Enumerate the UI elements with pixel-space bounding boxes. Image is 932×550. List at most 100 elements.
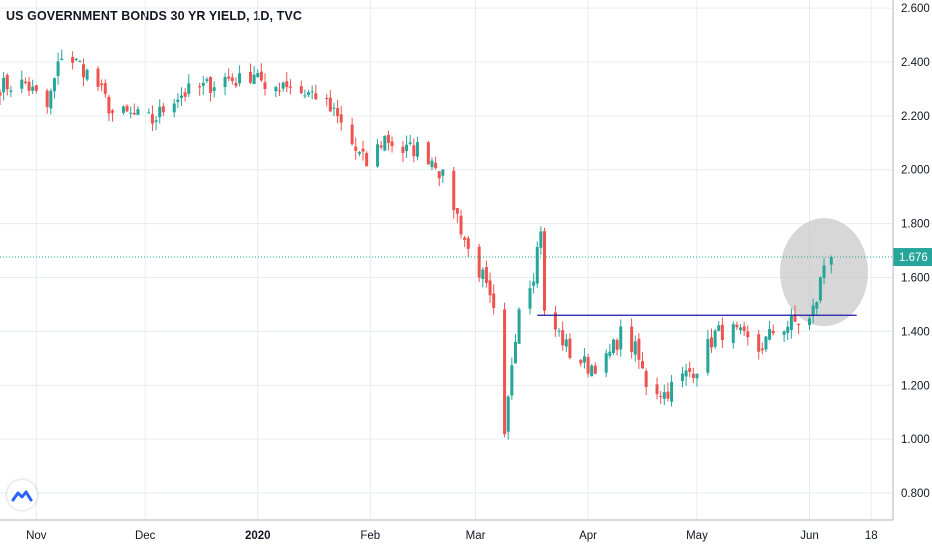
candle[interactable] (328, 90, 332, 113)
candle[interactable] (630, 318, 634, 359)
candle[interactable] (259, 63, 263, 83)
candle[interactable] (172, 98, 176, 118)
candle[interactable] (336, 99, 340, 124)
candle[interactable] (183, 88, 187, 102)
candle[interactable] (452, 166, 456, 219)
candle[interactable] (52, 77, 56, 99)
candle[interactable] (125, 104, 129, 113)
candle[interactable] (517, 307, 521, 345)
candle[interactable] (695, 373, 699, 387)
candle[interactable] (437, 171, 441, 187)
candle[interactable] (688, 361, 692, 378)
candle[interactable] (205, 77, 209, 84)
candle[interactable] (659, 391, 663, 405)
candle[interactable] (136, 106, 140, 116)
candle[interactable] (161, 103, 165, 117)
candle[interactable] (582, 348, 586, 369)
candle[interactable] (739, 324, 743, 335)
candle[interactable] (731, 321, 735, 349)
candle[interactable] (506, 394, 510, 440)
candle[interactable] (484, 260, 488, 288)
candle[interactable] (147, 108, 151, 114)
candle[interactable] (248, 63, 252, 84)
candle[interactable] (303, 89, 307, 99)
candle[interactable] (201, 76, 205, 95)
candle[interactable] (441, 169, 445, 183)
candle[interactable] (561, 321, 565, 351)
candle[interactable] (121, 105, 125, 115)
candle[interactable] (187, 74, 191, 98)
candle[interactable] (539, 226, 543, 255)
candle[interactable] (481, 267, 485, 288)
candle[interactable] (586, 353, 590, 378)
candle[interactable] (786, 320, 790, 340)
candle[interactable] (60, 49, 64, 61)
candle[interactable] (764, 336, 768, 353)
candle[interactable] (405, 135, 409, 158)
candle[interactable] (735, 321, 739, 331)
candle[interactable] (811, 298, 815, 324)
candle[interactable] (644, 368, 648, 396)
candle[interactable] (310, 85, 314, 100)
candle[interactable] (412, 138, 416, 163)
candle[interactable] (564, 333, 568, 352)
candle[interactable] (706, 329, 710, 376)
candle[interactable] (488, 272, 492, 303)
tradingview-logo[interactable] (7, 480, 37, 510)
candle[interactable] (684, 363, 688, 386)
candle[interactable] (34, 84, 38, 94)
candle[interactable] (27, 76, 31, 97)
candle[interactable] (608, 343, 612, 359)
candle[interactable] (619, 319, 623, 357)
candle[interactable] (568, 333, 572, 360)
candle[interactable] (434, 156, 438, 170)
candle[interactable] (590, 364, 594, 377)
candle[interactable] (390, 136, 394, 153)
candle[interactable] (401, 140, 405, 163)
candle[interactable] (757, 329, 761, 360)
candle[interactable] (720, 317, 724, 349)
candle[interactable] (532, 273, 536, 294)
candle[interactable] (307, 89, 311, 97)
candle[interactable] (553, 305, 557, 337)
candle[interactable] (513, 334, 517, 364)
candle[interactable] (426, 141, 430, 165)
candle[interactable] (463, 235, 467, 248)
candle[interactable] (818, 276, 822, 304)
candle[interactable] (829, 255, 833, 274)
candle[interactable] (662, 384, 666, 406)
candle[interactable] (717, 321, 721, 332)
candle[interactable] (666, 382, 670, 402)
candle[interactable] (746, 325, 750, 346)
candle[interactable] (611, 338, 615, 355)
candle[interactable] (158, 99, 162, 124)
candle[interactable] (74, 58, 78, 62)
candle[interactable] (314, 84, 318, 100)
candle[interactable] (150, 105, 154, 131)
candle[interactable] (234, 77, 238, 89)
candle[interactable] (103, 79, 107, 98)
candle[interactable] (760, 342, 764, 355)
candle[interactable] (535, 241, 539, 288)
candle[interactable] (680, 366, 684, 388)
candle[interactable] (278, 82, 282, 96)
candle[interactable] (615, 338, 619, 356)
candle[interactable] (415, 137, 419, 161)
candle[interactable] (325, 94, 329, 107)
candle[interactable] (78, 59, 82, 63)
candle[interactable] (252, 66, 256, 85)
candle[interactable] (132, 103, 136, 116)
candle[interactable] (332, 102, 336, 117)
candle[interactable] (492, 284, 496, 315)
candle[interactable] (227, 68, 231, 82)
candle[interactable] (357, 151, 361, 157)
candle[interactable] (100, 79, 104, 92)
candle[interactable] (771, 324, 775, 336)
candle[interactable] (528, 280, 532, 315)
candle[interactable] (466, 235, 470, 257)
candle[interactable] (383, 135, 387, 152)
candle[interactable] (797, 323, 801, 335)
candle[interactable] (49, 88, 53, 115)
candle[interactable] (285, 72, 289, 93)
